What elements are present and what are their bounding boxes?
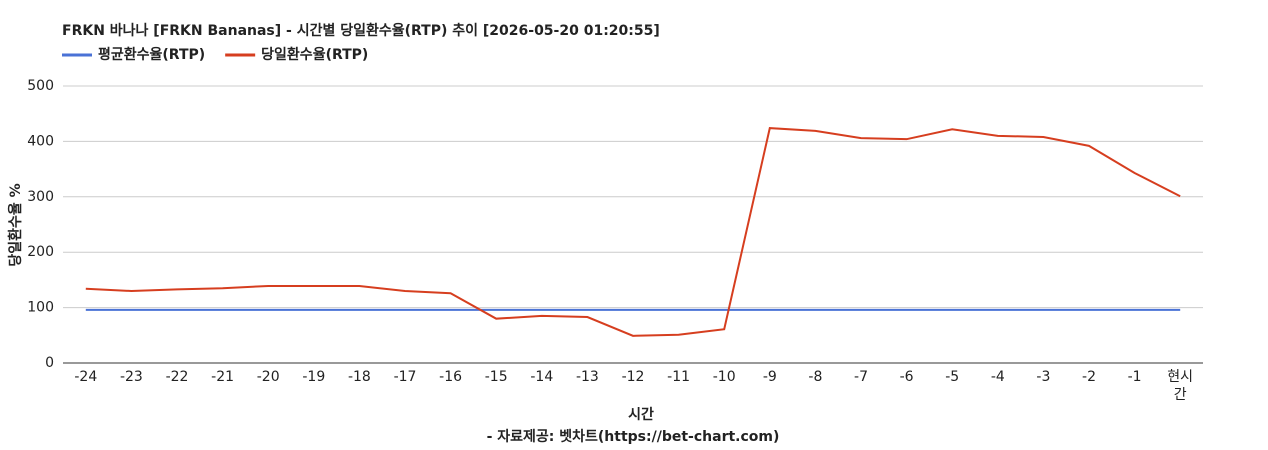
legend-label: 평균환수율(RTP)	[98, 46, 205, 63]
x-tick-label: -5	[945, 369, 960, 385]
x-tick-label: -6	[899, 369, 914, 385]
source-note: - 자료제공: 벳차트(https://bet-chart.com)	[487, 428, 780, 445]
y-tick-label: 0	[45, 355, 54, 371]
x-tick-label: -7	[854, 369, 868, 385]
x-tick-label: -1	[1127, 369, 1142, 385]
x-tick-label: -16	[439, 369, 463, 385]
x-tick-label: -14	[530, 369, 554, 385]
x-tick-label: -4	[990, 369, 1005, 385]
y-axis-label: 당일환수율 %	[7, 183, 24, 266]
x-tick-label: -10	[712, 369, 736, 385]
x-tick-label: -20	[256, 369, 280, 385]
x-tick-label: -12	[621, 369, 645, 385]
x-tick-label: -21	[211, 369, 235, 385]
y-tick-label: 300	[27, 189, 54, 205]
x-tick-label: -22	[165, 369, 189, 385]
x-tick-label: -11	[667, 369, 691, 385]
y-tick-label: 500	[27, 78, 54, 94]
x-tick-label: -9	[762, 369, 777, 385]
chart-title: FRKN 바나나 [FRKN Bananas] - 시간별 당일환수율(RTP)…	[62, 22, 660, 39]
x-tick-label: -19	[302, 369, 326, 385]
data-line	[85, 127, 1181, 337]
x-tick-label: -23	[119, 369, 143, 385]
x-tick-label: -17	[393, 369, 417, 385]
x-tick-label: -3	[1036, 369, 1051, 385]
x-tick-label: -15	[484, 369, 508, 385]
y-tick-label: 400	[27, 133, 54, 149]
x-tick-label: -24	[74, 369, 98, 385]
y-tick-label: 100	[27, 300, 54, 316]
x-tick-label: 현시간	[1167, 369, 1194, 403]
x-tick-label: -8	[808, 369, 823, 385]
x-tick-label: -2	[1082, 369, 1096, 385]
legend-label: 당일환수율(RTP)	[261, 46, 368, 63]
x-axis-label: 시간	[628, 406, 654, 423]
x-tick-label: -13	[575, 369, 599, 385]
y-tick-label: 200	[27, 244, 54, 260]
x-tick-label: -18	[347, 369, 371, 385]
